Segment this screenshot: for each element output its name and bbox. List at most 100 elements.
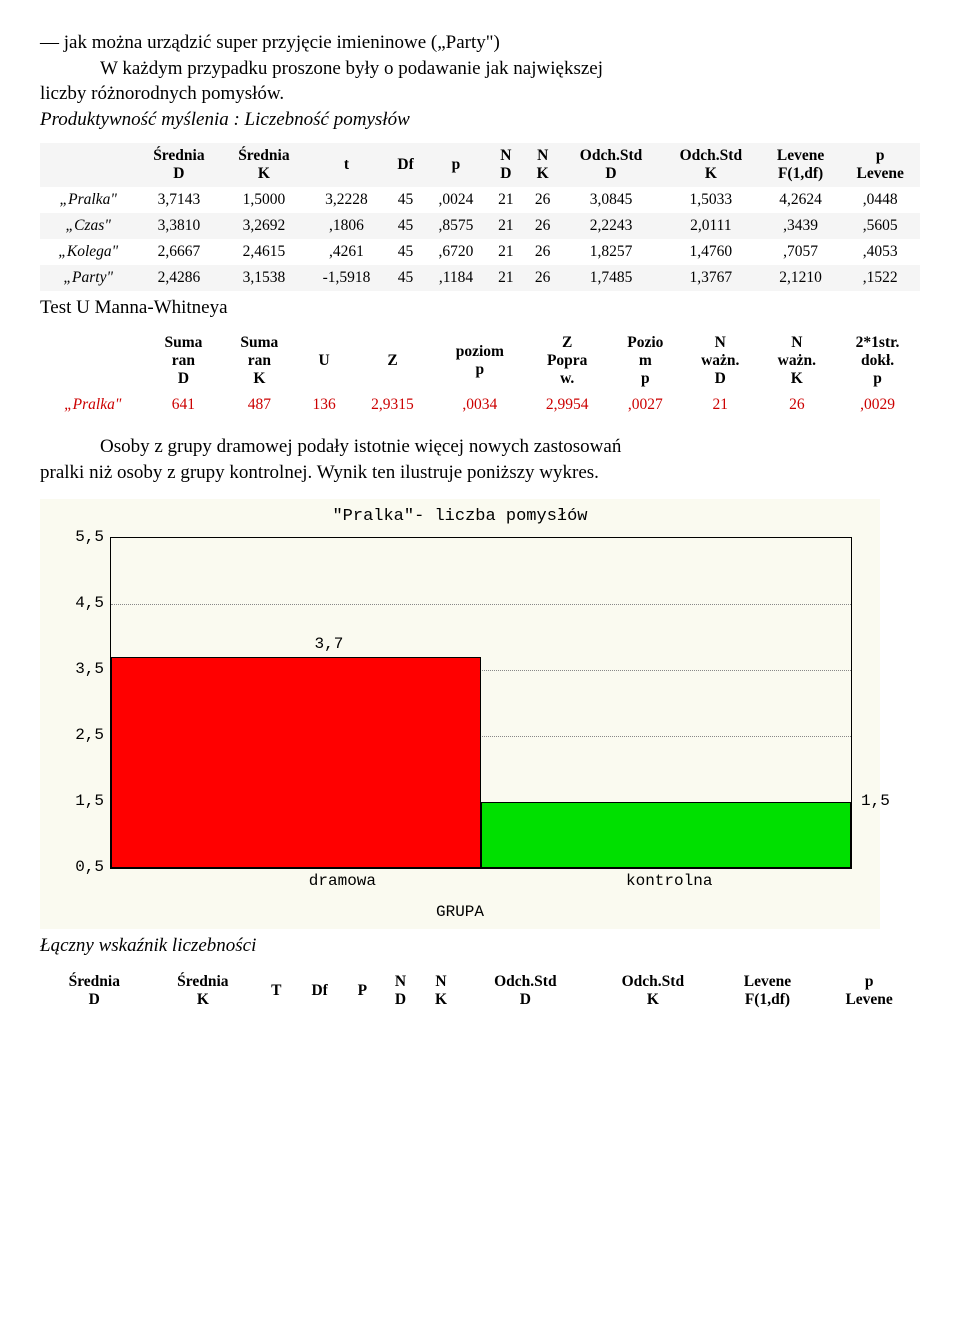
table1-cell: 3,0845 — [561, 187, 661, 213]
table1-header-cell: pLevene — [840, 143, 920, 187]
intro-line4: Produktywność myślenia : Liczebność pomy… — [40, 107, 920, 133]
mw-header-cell: ZPopraw. — [526, 330, 609, 392]
table1-row-label: „Pralka" — [40, 187, 136, 213]
chart-bar — [111, 657, 481, 868]
table1-cell: ,4053 — [840, 239, 920, 265]
table1-cell: 1,3767 — [661, 265, 761, 291]
mw-header-cell: Nważn.K — [759, 330, 836, 392]
mw-header-cell: SumaranK — [221, 330, 297, 392]
mw-cell: ,0027 — [609, 392, 682, 418]
table1-cell: ,0024 — [425, 187, 488, 213]
chart-xlabel: dramowa — [256, 872, 376, 890]
table1-cell: ,3439 — [761, 213, 841, 239]
mw-cell: 2,9315 — [351, 392, 434, 418]
mw-header-cell — [40, 330, 145, 392]
intro-line2: W każdym przypadku proszone były o podaw… — [40, 56, 920, 82]
footer-title: Łączny wskaźnik liczebności — [40, 933, 920, 959]
table1-header-cell: Df — [387, 143, 425, 187]
footer-header-cell: P — [344, 969, 381, 1013]
table1-cell: ,8575 — [425, 213, 488, 239]
footer-header-cell: ŚredniaD — [40, 969, 149, 1013]
table1-cell: 45 — [387, 239, 425, 265]
mw-cell: 136 — [297, 392, 351, 418]
mw-cell: 487 — [221, 392, 297, 418]
table1-cell: ,7057 — [761, 239, 841, 265]
mw-header-cell: Z — [351, 330, 434, 392]
stats-table-footer: ŚredniaDŚredniaKTDfPNDNKOdch.StdDOdch.St… — [40, 969, 920, 1013]
footer-header-cell: ND — [381, 969, 421, 1013]
table1-cell: 3,2228 — [306, 187, 386, 213]
footer-header-cell: NK — [420, 969, 461, 1013]
para-line1: Osoby z grupy dramowej podały istotnie w… — [40, 434, 920, 460]
mw-header-cell: poziomp — [434, 330, 526, 392]
chart-axis-label: GRUPA — [40, 903, 880, 921]
table1-cell: 2,1210 — [761, 265, 841, 291]
footer-header-cell: T — [257, 969, 295, 1013]
mw-cell: 641 — [145, 392, 221, 418]
table1-cell: 26 — [524, 265, 561, 291]
chart-bar-value: 3,7 — [315, 635, 344, 653]
table1-cell: ,1184 — [425, 265, 488, 291]
chart-ytick: 0,5 — [64, 858, 104, 876]
table1-cell: 2,4615 — [221, 239, 306, 265]
chart-gridline — [111, 604, 851, 605]
footer-header-cell: Odch.StdD — [462, 969, 590, 1013]
table1-cell: 2,0111 — [661, 213, 761, 239]
intro-line1: — jak można urządzić super przyjęcie imi… — [40, 30, 920, 56]
table1-cell: -1,5918 — [306, 265, 386, 291]
table1-cell: 3,2692 — [221, 213, 306, 239]
table1-header-cell: ŚredniaD — [136, 143, 221, 187]
mw-header-cell: Poziomp — [609, 330, 682, 392]
chart-ytick: 1,5 — [64, 792, 104, 810]
table1-cell: 1,8257 — [561, 239, 661, 265]
table1-cell: ,1806 — [306, 213, 386, 239]
table1-cell: 3,7143 — [136, 187, 221, 213]
mw-cell: ,0034 — [434, 392, 526, 418]
table1-cell: 21 — [487, 239, 524, 265]
table1-cell: 3,1538 — [221, 265, 306, 291]
table1-header-cell: t — [306, 143, 386, 187]
table1-cell: 1,5000 — [221, 187, 306, 213]
table1-cell: 26 — [524, 187, 561, 213]
table1-cell: 4,2624 — [761, 187, 841, 213]
table1-cell: 45 — [387, 265, 425, 291]
footer-header-cell: Df — [295, 969, 344, 1013]
footer-header-cell: Odch.StdK — [589, 969, 717, 1013]
chart-ytick: 5,5 — [64, 528, 104, 546]
table1-cell: ,1522 — [840, 265, 920, 291]
table1-header-cell: ND — [487, 143, 524, 187]
chart-bar — [481, 802, 851, 868]
mw-cell: 2,9954 — [526, 392, 609, 418]
footer-header-cell: ŚredniaK — [149, 969, 258, 1013]
table1-cell: ,4261 — [306, 239, 386, 265]
table1-header-cell: Odch.StdK — [661, 143, 761, 187]
table1-row-label: „Kolega" — [40, 239, 136, 265]
table1-header-cell: NK — [524, 143, 561, 187]
mw-header-cell: SumaranD — [145, 330, 221, 392]
mw-row-label: „Pralka" — [40, 392, 145, 418]
para-line2: pralki niż osoby z grupy kontrolnej. Wyn… — [40, 460, 920, 486]
table1-header-cell: Odch.StdD — [561, 143, 661, 187]
table1-cell: 26 — [524, 213, 561, 239]
table1-cell: 1,5033 — [661, 187, 761, 213]
chart-title: "Pralka"- liczba pomysłów — [40, 507, 880, 526]
table1-cell: ,0448 — [840, 187, 920, 213]
table1-cell: 1,4760 — [661, 239, 761, 265]
chart-ytick: 2,5 — [64, 726, 104, 744]
chart: "Pralka"- liczba pomysłów 5,54,53,52,51,… — [40, 499, 880, 929]
table1-cell: ,6720 — [425, 239, 488, 265]
mw-cell: 26 — [759, 392, 836, 418]
table1-cell: 26 — [524, 239, 561, 265]
mw-cell: 21 — [682, 392, 759, 418]
table1-header-cell: LeveneF(1,df) — [761, 143, 841, 187]
table1-header-cell — [40, 143, 136, 187]
stats-table-1: ŚredniaDŚredniaKtDfpNDNKOdch.StdDOdch.St… — [40, 143, 920, 291]
footer-header-cell: pLevene — [818, 969, 920, 1013]
table1-cell: 1,7485 — [561, 265, 661, 291]
table1-cell: 21 — [487, 187, 524, 213]
mw-header-cell: U — [297, 330, 351, 392]
mw-header-cell: 2*1str.dokł.p — [835, 330, 920, 392]
table1-row-label: „Party" — [40, 265, 136, 291]
intro-line3: liczby różnorodnych pomysłów. — [40, 81, 920, 107]
chart-ytick: 3,5 — [64, 660, 104, 678]
